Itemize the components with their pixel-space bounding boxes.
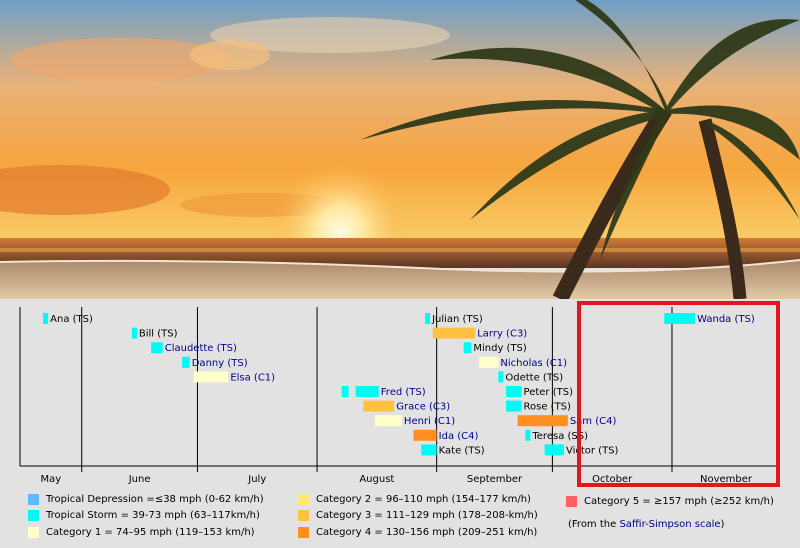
storm-bar: [506, 400, 522, 412]
storm-bar: [517, 415, 568, 427]
storm-bar: [355, 386, 379, 397]
legend-label: Category 4 = 130–156 mph (209–251 km/h): [316, 527, 538, 538]
storm-bar: [544, 444, 564, 456]
storm-label: Victor (TS): [566, 445, 619, 456]
saffir-simpson-link[interactable]: Saffir-Simpson scale: [619, 519, 721, 530]
month-label: October: [592, 474, 633, 485]
storm-label: Ana (TS): [50, 314, 93, 325]
storm-bar: [131, 327, 137, 339]
storm-label: Elsa (C1): [230, 372, 275, 383]
storm-label: Teresa (SS): [531, 431, 588, 442]
legend-swatch: [28, 527, 39, 538]
legend-swatch: [28, 510, 39, 521]
storm-label: Wanda (TS): [697, 314, 755, 325]
storm-label: Kate (TS): [439, 445, 485, 456]
legend-swatch: [566, 496, 577, 507]
legend-swatch: [298, 494, 309, 505]
highlight-box: [577, 301, 780, 487]
storm-bar: [151, 342, 163, 354]
storm-label: Mindy (TS): [473, 343, 527, 354]
month-label: August: [359, 474, 394, 485]
storm-bar: [193, 371, 229, 383]
legend-swatch: [298, 527, 309, 538]
month-label: July: [247, 474, 266, 485]
storm-label: Danny (TS): [192, 358, 248, 369]
storm-label: Rose (TS): [524, 402, 572, 413]
storm-label: Nicholas (C1): [500, 358, 567, 369]
storm-bar: [479, 356, 499, 368]
plot-area: [20, 307, 780, 466]
legend-label: Category 2 = 96–110 mph (154–177 km/h): [316, 494, 531, 505]
legend-label: Category 1 = 74–95 mph (119–153 km/h): [46, 527, 255, 538]
storm-label: Grace (C3): [396, 402, 450, 413]
source-note-prefix: (From the: [568, 519, 620, 530]
storm-bar: [525, 429, 531, 441]
legend-label: Tropical Storm = 39-73 mph (63–117km/h): [46, 510, 260, 521]
storm-bar: [182, 356, 190, 368]
storm-bar: [432, 327, 476, 339]
storm-bar: [363, 400, 395, 412]
legend-swatch: [298, 510, 309, 521]
storm-label: Julian (TS): [431, 314, 483, 325]
source-note-suffix: ): [720, 519, 725, 530]
beach-sunset-photo: [0, 0, 800, 299]
storm-bar: [341, 386, 349, 397]
storm-bar: [463, 342, 472, 354]
storm-label: Odette (TS): [505, 372, 563, 383]
storm-bar: [43, 313, 49, 324]
legend-label: Category 3 = 111–129 mph (178–208-km/h): [316, 510, 538, 521]
storm-label: Claudette (TS): [165, 343, 237, 354]
legend-swatch: [28, 494, 39, 505]
storm-bar: [425, 313, 431, 324]
month-label: June: [128, 474, 151, 485]
storm-label: Peter (TS): [524, 387, 574, 398]
month-label: May: [41, 474, 62, 485]
month-label: September: [467, 474, 523, 485]
source-note: (From the Saffir-Simpson scale): [568, 519, 724, 530]
storm-label: Larry (C3): [477, 329, 527, 340]
storm-label: Bill (TS): [139, 329, 178, 340]
storm-bar: [498, 371, 504, 383]
storm-label: Henri (C1): [404, 416, 455, 427]
category-legend: Tropical Depression =≤38 mph (0-62 km/h)…: [0, 488, 800, 548]
storm-bar: [664, 313, 696, 324]
storm-label: Fred (TS): [381, 387, 426, 398]
hurricane-season-timeline: May June July August September October Novembe…: [19, 307, 780, 485]
storm-bar: [506, 386, 522, 397]
legend-label: Category 5 = ≥157 mph (≥252 km/h): [584, 496, 774, 507]
storm-bar: [413, 429, 437, 441]
storm-bar: [374, 415, 402, 427]
storm-label: Sam (C4): [570, 416, 617, 427]
storm-label: Ida (C4): [439, 431, 479, 442]
storm-bar: [421, 444, 437, 456]
legend-label: Tropical Depression =≤38 mph (0-62 km/h): [46, 494, 264, 505]
month-label: November: [700, 474, 753, 485]
